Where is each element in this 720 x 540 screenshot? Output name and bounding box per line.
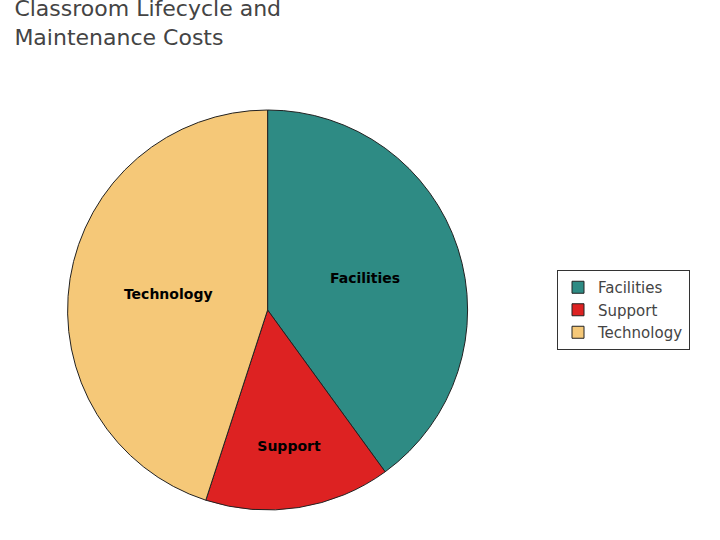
svg-text:Support: Support bbox=[257, 438, 321, 454]
svg-text:Technology: Technology bbox=[597, 324, 682, 342]
svg-text:Facilities: Facilities bbox=[598, 279, 662, 297]
svg-text:Facilities: Facilities bbox=[330, 270, 400, 286]
svg-text:Support: Support bbox=[598, 302, 657, 320]
svg-text:Classroom Lifecycle andMainten: Classroom Lifecycle andMaintenance Costs bbox=[14, 0, 281, 50]
svg-text:Technology: Technology bbox=[124, 286, 213, 302]
